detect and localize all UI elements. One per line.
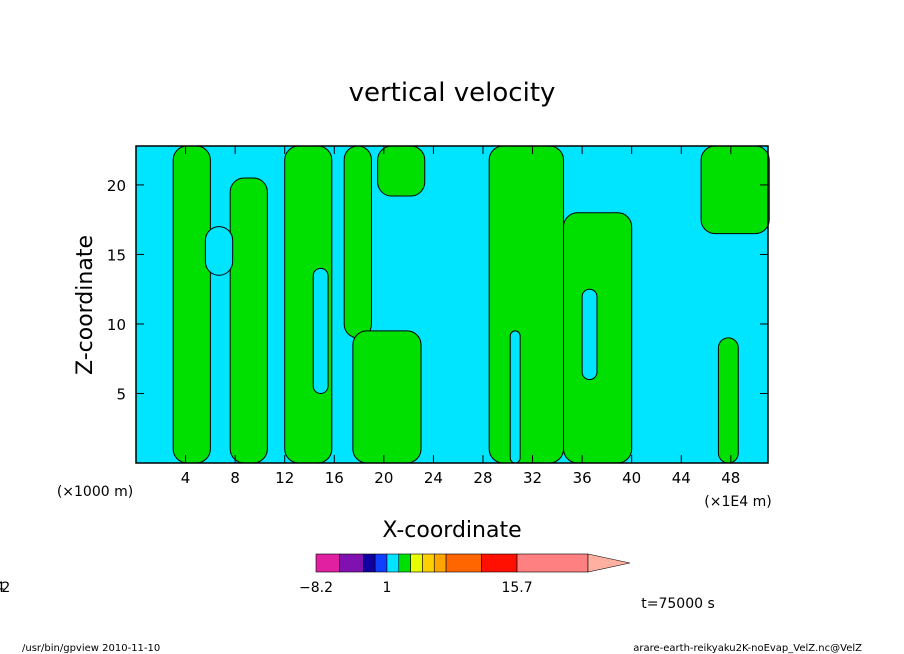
x-tick-label: 40 xyxy=(622,469,641,487)
positive-region xyxy=(343,145,372,339)
y-tick-label: 5 xyxy=(116,385,126,403)
footer-left: /usr/bin/gpview 2010-11-10 xyxy=(22,643,160,654)
colorbar-label: −8.2 xyxy=(299,580,333,596)
positive-region xyxy=(229,177,268,464)
colorbar-segment xyxy=(410,553,423,573)
negative-region xyxy=(312,267,329,394)
colorbar-segment xyxy=(481,553,518,573)
colorbar-segment xyxy=(422,553,435,573)
negative-region xyxy=(581,288,598,381)
y-tick-label: 10 xyxy=(107,316,126,334)
positive-region xyxy=(488,145,565,464)
colorbar-label: 1 xyxy=(382,580,391,596)
negative-region xyxy=(204,226,234,276)
colorbar-segment xyxy=(433,553,447,573)
x-unit-right: (×1E4 m) xyxy=(704,494,771,510)
colorbar-label: 15.7 xyxy=(501,580,532,596)
colorbar-label: −2 xyxy=(0,580,10,596)
y-tick-label: 15 xyxy=(107,246,126,264)
positive-region xyxy=(700,145,770,235)
colorbar-segment xyxy=(398,553,411,573)
plot-frame xyxy=(135,145,769,464)
y-tick-label: 20 xyxy=(107,177,126,195)
colorbar-label: 4 xyxy=(0,580,5,596)
x-tick-label: 24 xyxy=(424,469,443,487)
positive-region xyxy=(563,212,633,464)
positive-region xyxy=(717,337,739,464)
colorbar-segment xyxy=(339,553,364,573)
x-axis-label: X-coordinate xyxy=(382,518,521,543)
x-unit-left: (×1000 m) xyxy=(57,484,133,500)
colorbar-segment xyxy=(516,553,589,573)
positive-region xyxy=(352,330,422,464)
x-tick-label: 48 xyxy=(721,469,740,487)
footer-right: arare-earth-reikyaku2K-noEvap_VelZ.nc@Ve… xyxy=(633,643,862,654)
colorbar: −8.2 −2 1 4 15.7 xyxy=(0,553,631,596)
colorbar-segment xyxy=(445,553,482,573)
colorbar-extension xyxy=(587,553,631,573)
time-label: t=75000 s xyxy=(641,596,715,612)
negative-region xyxy=(509,330,521,464)
chart-title: vertical velocity xyxy=(349,78,556,108)
y-axis-ticks: 5 10 15 20 xyxy=(107,177,768,403)
positive-region xyxy=(172,145,211,464)
x-tick-label: 36 xyxy=(573,469,592,487)
x-tick-label: 4 xyxy=(181,469,191,487)
velocity-field xyxy=(136,145,770,464)
x-tick-label: 20 xyxy=(374,469,393,487)
y-axis-label: Z-coordinate xyxy=(73,235,98,375)
x-tick-label: 44 xyxy=(672,469,691,487)
positive-region xyxy=(377,145,426,197)
x-tick-label: 12 xyxy=(275,469,294,487)
x-tick-label: 16 xyxy=(325,469,344,487)
colorbar-segment xyxy=(315,553,340,573)
colorbar-segment xyxy=(374,553,388,573)
x-tick-label: 28 xyxy=(473,469,492,487)
colorbar-segment xyxy=(363,553,376,573)
colorbar-segment xyxy=(386,553,400,573)
x-tick-label: 32 xyxy=(523,469,542,487)
x-axis-ticks: 4 8 12 16 20 24 28 32 36 40 44 48 xyxy=(181,146,740,487)
x-tick-label: 8 xyxy=(230,469,240,487)
